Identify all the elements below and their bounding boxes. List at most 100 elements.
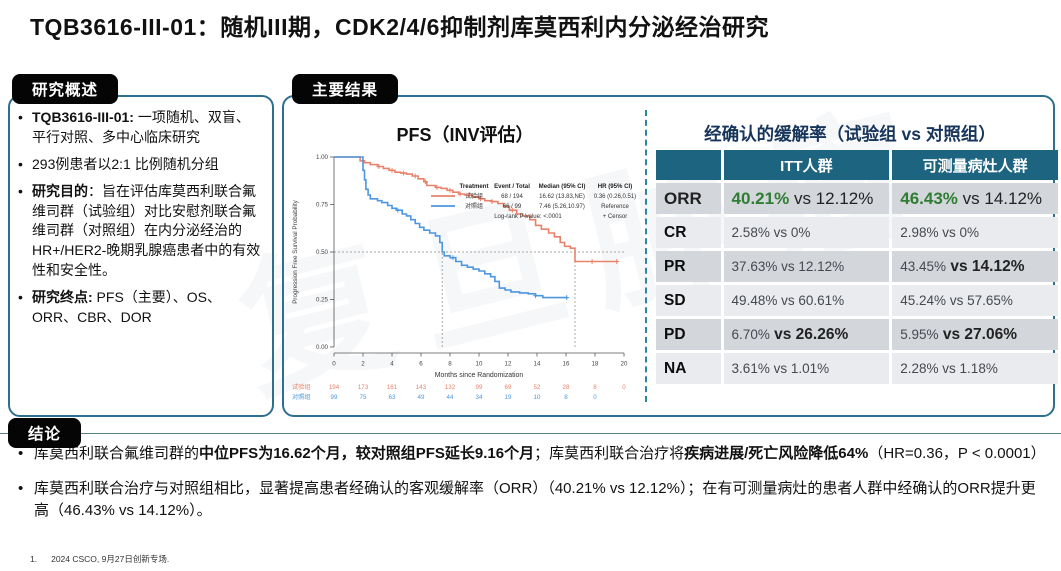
row-label: CR <box>656 217 721 248</box>
at-risk-value: 44 <box>447 394 454 401</box>
legend-header: Treatment <box>459 183 488 190</box>
list-item: TQB3616-III-01: 一项随机、双盲、平行对照、多中心临床研究 <box>16 108 262 148</box>
at-risk-value: 143 <box>416 384 427 391</box>
at-risk-value: 0 <box>593 394 597 401</box>
legend-name: 对照组 <box>465 202 483 210</box>
x-tick-label: 6 <box>419 361 423 368</box>
at-risk-value: 132 <box>445 384 456 391</box>
response-rate-table: ITT人群 可测量病灶人群 ORR 40.21% vs 12.12% 46.43% vs… <box>653 147 1061 387</box>
at-risk-value: 63 <box>389 394 396 401</box>
value-cell: 40.21% vs 12.12% <box>723 183 890 214</box>
at-risk-value: 34 <box>476 394 483 401</box>
overview-bullet-list: TQB3616-III-01: 一项随机、双盲、平行对照、多中心临床研究 293例… <box>16 108 262 335</box>
row-label: PD <box>656 319 721 350</box>
x-axis-label: Months since Randomization <box>435 372 524 379</box>
at-risk-value: 8 <box>593 384 597 391</box>
at-risk-value: 19 <box>505 394 512 401</box>
x-tick-label: 20 <box>621 361 628 368</box>
column-header: 可测量病灶人群 <box>892 150 1058 180</box>
value-cell: 43.45% vs 14.12% <box>892 251 1058 282</box>
table-row: NA 3.61% vs 1.01% 2.28% vs 1.18% <box>656 353 1058 384</box>
value-cell: 45.24% vs 57.65% <box>892 285 1058 316</box>
km-curve <box>334 156 568 299</box>
value-cell: 6.70% vs 26.26% <box>723 319 890 350</box>
y-tick-label: 0.25 <box>316 297 329 304</box>
pfs-chart-title: PFS（INV评估） <box>396 125 534 145</box>
x-tick-label: 0 <box>332 361 336 368</box>
at-risk-value: 161 <box>387 384 398 391</box>
horizontal-rule <box>0 433 1061 434</box>
conclusion-badge: 结论 <box>8 418 82 448</box>
value-cell: 2.58% vs 0% <box>723 217 890 248</box>
footnote-text: 2024 CSCO, 9月27日创新专场. <box>51 554 170 564</box>
list-item: 研究终点: PFS（主要）、OS、ORR、CBR、DOR <box>16 288 262 328</box>
column-header <box>656 150 721 180</box>
x-tick-label: 4 <box>390 361 394 368</box>
kaplan-meier-chart: 1.00 0.75 0.50 0.25 0.00 Progression Free Sur… <box>292 154 636 401</box>
legend-header: Event / Total <box>494 183 530 190</box>
legend-median: 7.46 (5.26,10.97) <box>539 204 585 210</box>
legend-event-total: 66 / 99 <box>503 204 522 210</box>
row-label: PR <box>656 251 721 282</box>
at-risk-value: 0 <box>622 384 626 391</box>
table-row: ORR 40.21% vs 12.12% 46.43% vs 14.12% <box>656 183 1058 214</box>
legend-censor-note: + Censor <box>603 214 628 220</box>
at-risk-value: 52 <box>534 384 541 391</box>
at-risk-value: 75 <box>360 394 367 401</box>
x-tick-label: 10 <box>476 361 483 368</box>
value-cell: 49.48% vs 60.61% <box>723 285 890 316</box>
value-cell: 2.98% vs 0% <box>892 217 1058 248</box>
x-tick-label: 14 <box>534 361 541 368</box>
value-cell: 46.43% vs 14.12% <box>892 183 1058 214</box>
at-risk-value: 69 <box>505 384 512 391</box>
column-header: ITT人群 <box>723 150 890 180</box>
legend-pvalue: Log-rank P-value: <.0001 <box>494 214 562 220</box>
list-item: 库莫西利联合氟维司群的中位PFS为16.62个月，较对照组PFS延长9.16个月… <box>16 443 1050 465</box>
y-tick-label: 1.00 <box>316 154 329 161</box>
km-curve <box>334 156 619 263</box>
legend-name: 试验组 <box>465 192 483 200</box>
overview-badge: 研究概述 <box>12 74 119 104</box>
conclusion-bullet-list: 库莫西利联合氟维司群的中位PFS为16.62个月，较对照组PFS延长9.16个月… <box>16 443 1050 534</box>
legend-median: 16.62 (13.83,NE) <box>539 194 585 200</box>
x-tick-label: 8 <box>448 361 452 368</box>
y-axis-label: Progression Free Survival Probability <box>292 199 299 303</box>
table-row: PR 37.63% vs 12.12% 43.45% vs 14.12% <box>656 251 1058 282</box>
footnote: 1. 2024 CSCO, 9月27日创新专场. <box>30 553 169 565</box>
x-tick-label: 18 <box>592 361 599 368</box>
x-tick-label: 16 <box>563 361 570 368</box>
at-risk-value: 8 <box>564 394 568 401</box>
value-cell: 2.28% vs 1.18% <box>892 353 1058 384</box>
x-tick-label: 2 <box>361 361 365 368</box>
at-risk-value: 28 <box>563 384 570 391</box>
row-label: SD <box>656 285 721 316</box>
at-risk-row-label: 对照组 <box>292 393 311 401</box>
value-cell: 5.95% vs 27.06% <box>892 319 1058 350</box>
list-item: 293例患者以2:1 比例随机分组 <box>16 155 262 175</box>
legend-hr: Reference <box>601 204 629 210</box>
list-item: 库莫西利联合治疗与对照组相比，显著提高患者经确认的客观缓解率（ORR）（40.2… <box>16 478 1050 522</box>
list-item: 研究目的：旨在评估库莫西利联合氟维司群（试验组）对比安慰剂联合氟维司群（对照组）… <box>16 182 262 281</box>
at-risk-value: 99 <box>476 384 483 391</box>
legend-hr: 0.36 (0.26,0.51) <box>594 194 636 200</box>
at-risk-value: 49 <box>418 394 425 401</box>
row-label: NA <box>656 353 721 384</box>
at-risk-value: 10 <box>534 394 541 401</box>
overview-panel <box>8 95 274 417</box>
table-header-row: ITT人群 可测量病灶人群 <box>656 150 1058 180</box>
legend-header: Median (95% CI) <box>539 183 586 190</box>
legend-header: HR (95% CI) <box>598 183 633 190</box>
y-tick-label: 0.50 <box>316 249 329 256</box>
row-label: ORR <box>656 183 721 214</box>
table-row: CR 2.58% vs 0% 2.98% vs 0% <box>656 217 1058 248</box>
at-risk-value: 99 <box>331 394 338 401</box>
at-risk-row-label: 试验组 <box>292 383 311 391</box>
legend-event-total: 68 / 194 <box>501 194 523 200</box>
at-risk-value: 194 <box>329 384 340 391</box>
y-tick-label: 0.00 <box>316 344 329 351</box>
response-table-title: 经确认的缓解率（试验组 vs 对照组） <box>704 124 996 144</box>
footnote-number: 1. <box>30 554 38 564</box>
x-tick-label: 12 <box>505 361 512 368</box>
table-row: SD 49.48% vs 60.61% 45.24% vs 57.65% <box>656 285 1058 316</box>
value-cell: 37.63% vs 12.12% <box>723 251 890 282</box>
